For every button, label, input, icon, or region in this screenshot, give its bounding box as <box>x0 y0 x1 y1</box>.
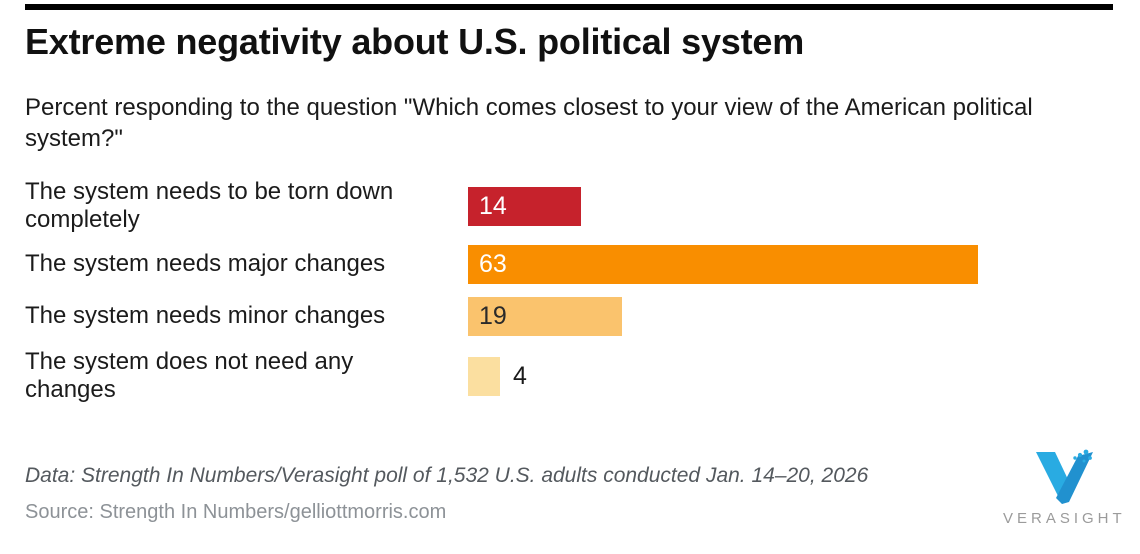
category-label: The system needs minor changes <box>25 302 386 329</box>
verasight-v-icon <box>1036 449 1093 504</box>
category-label: The system needs to be torn down complet… <box>25 178 394 233</box>
value-label: 14 <box>479 191 507 220</box>
chart-row: The system needs minor changes 19 <box>25 290 1135 342</box>
chart-row: The system does not need any changes 4 <box>25 342 1135 410</box>
bar-chart: The system needs to be torn down complet… <box>25 174 1135 410</box>
chart-row: The system needs major changes 63 <box>25 238 1135 290</box>
value-label: 63 <box>479 249 507 278</box>
bar-area: 4 <box>468 342 527 410</box>
chart-title: Extreme negativity about U.S. political … <box>25 21 805 62</box>
verasight-logo: VERASIGHT <box>1003 449 1125 527</box>
chart-subtitle: Percent responding to the question "Whic… <box>25 94 1033 152</box>
bar-segment: 14 <box>468 186 581 226</box>
bar-area: 63 <box>468 238 978 290</box>
bar-area: 14 <box>468 174 581 238</box>
value-label: 4 <box>513 361 527 390</box>
data-note: Data: Strength In Numbers/Verasight poll… <box>25 464 869 487</box>
source-note: Source: Strength In Numbers/gelliottmorr… <box>25 501 447 523</box>
top-rule <box>25 4 1113 10</box>
verasight-wordmark: VERASIGHT <box>1003 510 1126 527</box>
bar-segment: 19 <box>468 296 622 336</box>
category-label: The system does not need any changes <box>25 348 354 403</box>
category-label: The system needs major changes <box>25 250 386 277</box>
value-label: 19 <box>479 301 507 330</box>
bar-area: 19 <box>468 290 622 342</box>
chart-row: The system needs to be torn down complet… <box>25 174 1135 238</box>
bar-segment: 63 <box>468 244 978 284</box>
bar-segment <box>468 356 500 396</box>
